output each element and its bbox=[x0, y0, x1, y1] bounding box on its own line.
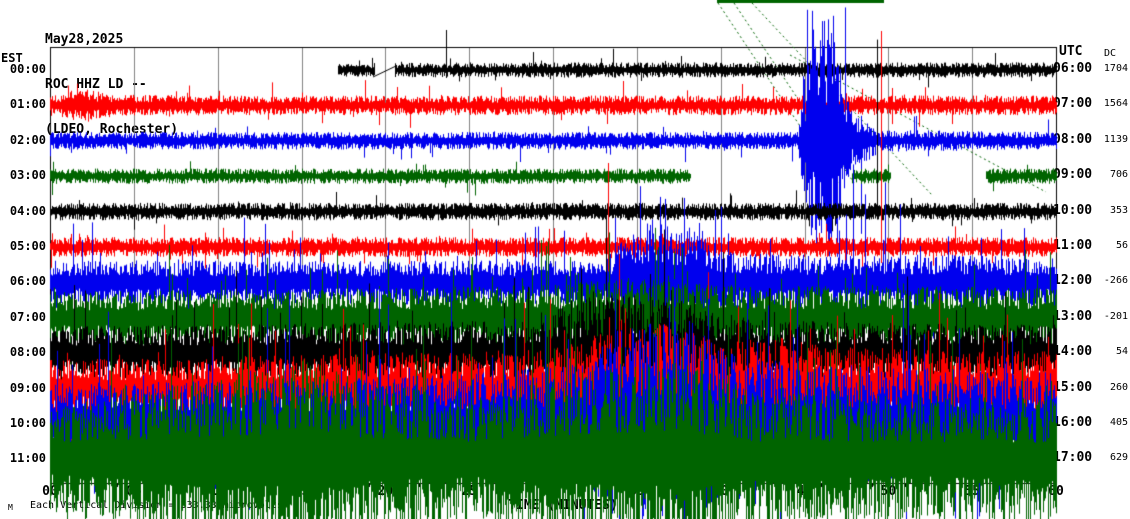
helicorder-page: May28,2025 ROC HHZ LD -- (LDEO, Rocheste… bbox=[0, 0, 1130, 519]
helicorder-canvas bbox=[0, 0, 1130, 519]
